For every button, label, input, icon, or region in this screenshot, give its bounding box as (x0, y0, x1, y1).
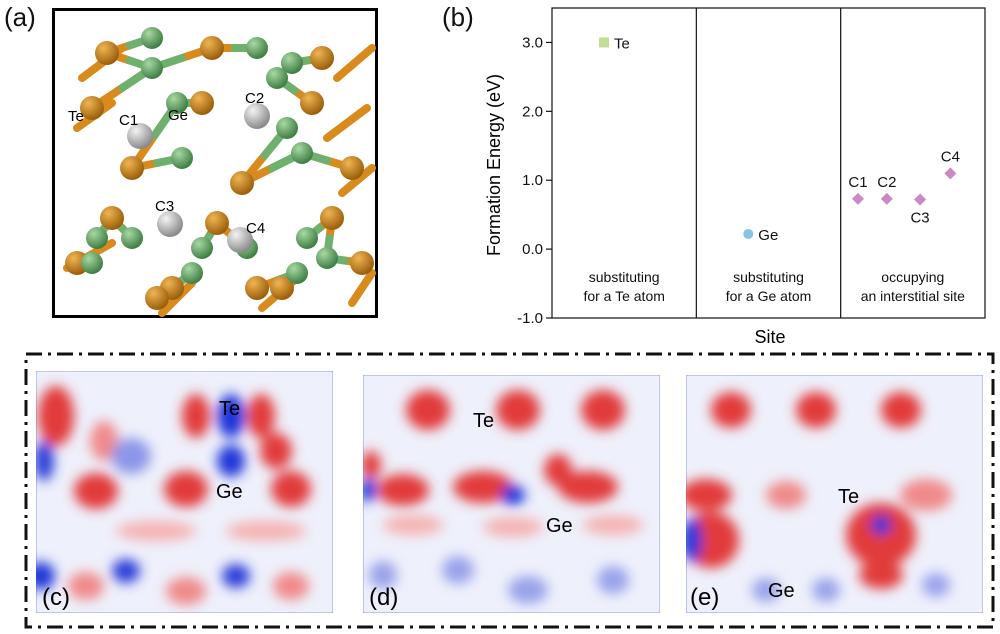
te-atom (340, 156, 364, 180)
te-atom (300, 91, 324, 115)
y-tick-label: 1.0 (522, 172, 543, 189)
data-point-c4 (944, 167, 957, 180)
ge-atom (266, 67, 288, 89)
data-point-label: C2 (877, 174, 896, 191)
te-atom (200, 36, 224, 60)
y-tick-label: 0.0 (522, 241, 543, 258)
te-atom (100, 206, 124, 230)
te-bond (348, 269, 376, 307)
te-atom (320, 206, 344, 230)
charge-density-map-c: Te Ge (c) (36, 371, 333, 613)
te-bond (333, 44, 376, 82)
map-e-label-ge: Ge (768, 580, 795, 602)
atom-label-te: Te (68, 108, 84, 125)
data-point-label: C4 (941, 148, 960, 165)
te-atom (205, 211, 229, 235)
data-point-label: Ge (758, 227, 778, 244)
chart-frame (551, 7, 986, 319)
y-axis-ticks: -1.0 0.0 1.0 2.0 3.0 (517, 34, 552, 327)
atom-network (65, 27, 374, 310)
ge-atom (166, 92, 188, 114)
ge-atom (296, 227, 318, 249)
y-tick-label: -1.0 (517, 310, 543, 327)
c-atom (157, 211, 183, 237)
panel-b-label: (b) (442, 2, 474, 32)
ge-atom (181, 262, 203, 284)
ge-atom (171, 147, 193, 169)
y-tick-label: 3.0 (522, 34, 543, 51)
te-atom (230, 171, 254, 195)
ge-atom (246, 37, 268, 59)
region-label-line1: substituting (589, 269, 660, 285)
ge-atom (86, 227, 108, 249)
c-atom (244, 103, 270, 129)
ge-atom (121, 227, 143, 249)
x-axis-label: Site (754, 327, 785, 347)
ge-atom (141, 27, 163, 49)
panel-a-label: (a) (4, 2, 36, 32)
data-point-te (598, 37, 609, 48)
region-label-line1: occupying (881, 269, 944, 285)
ge-atom (291, 142, 313, 164)
c-atom (127, 123, 153, 149)
region-labels: substituting for a Te atom substituting for… (583, 269, 965, 304)
ge-atom (281, 52, 303, 74)
atom-label-c4: C4 (246, 220, 265, 237)
data-point-label: C1 (848, 174, 867, 191)
atom-label-c3: C3 (155, 198, 174, 215)
map-c-label-te: Te (219, 398, 240, 420)
atom-label-c1: C1 (119, 112, 138, 129)
data-point-c1 (851, 192, 864, 205)
y-tick-label: 2.0 (522, 103, 543, 120)
map-e-panel-label: (e) (690, 584, 719, 611)
te-atom (245, 276, 269, 300)
te-bond (323, 104, 371, 142)
atom-label-ge: Ge (168, 107, 188, 124)
te-atom (310, 46, 334, 70)
data-point-label: Te (614, 35, 630, 52)
te-atom (350, 251, 374, 275)
data-point-c2 (880, 192, 893, 205)
panel-a-structure: Te Ge C1 C2 C3 C4 (52, 8, 378, 318)
data-point-label: C3 (910, 210, 929, 227)
data-point-c3 (914, 193, 927, 206)
ge-atom (141, 57, 163, 79)
ge-atom (316, 247, 338, 269)
charge-density-map-e: Te Ge (e) (686, 375, 983, 613)
ge-atom (286, 262, 308, 284)
c-atom (227, 227, 253, 253)
map-d-panel-label: (d) (369, 584, 398, 611)
ge-atom (81, 252, 103, 274)
ge-atom (191, 237, 213, 259)
charge-density-map-d: Te Ge (d) (363, 375, 660, 613)
region-label-line2: an interstitial site (861, 288, 965, 304)
map-e-label-te: Te (838, 486, 859, 508)
ge-atom (276, 117, 298, 139)
y-axis-label: Formation Energy (eV) (484, 74, 504, 256)
plot-area (551, 7, 986, 319)
map-d-label-ge: Ge (546, 515, 573, 537)
te-atom (95, 41, 119, 65)
region-label-line2: for a Te atom (583, 288, 664, 304)
data-point-ge (743, 228, 754, 239)
te-bond (338, 164, 376, 197)
te-atom (190, 91, 214, 115)
data-points: Te Ge C1 C2 C3 C4 (598, 35, 960, 244)
formation-energy-chart: -1.0 0.0 1.0 2.0 3.0 substituting for a Te at… (484, 7, 986, 347)
te-atom (80, 96, 104, 120)
map-d-label-te: Te (473, 410, 494, 432)
region-label-line2: for a Ge atom (726, 288, 812, 304)
region-label-line1: substituting (733, 269, 804, 285)
te-atom (120, 156, 144, 180)
map-c-label-ge: Ge (216, 481, 243, 503)
te-atom (145, 286, 169, 310)
atom-label-c2: C2 (245, 90, 264, 107)
map-c-panel-label: (c) (42, 584, 70, 611)
te-atom (270, 276, 294, 300)
